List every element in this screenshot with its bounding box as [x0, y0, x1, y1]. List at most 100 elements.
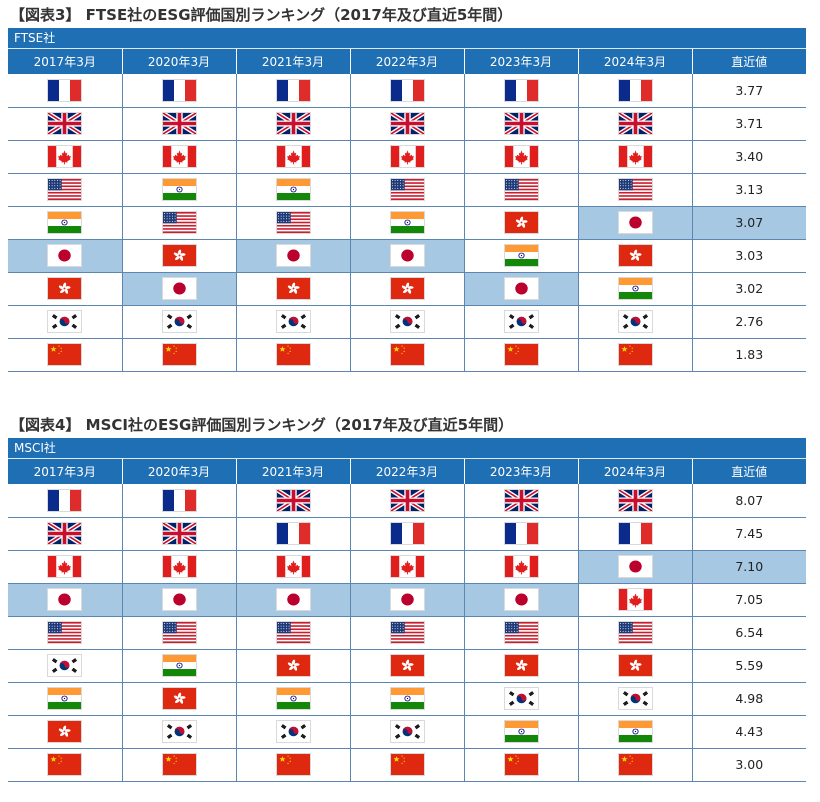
table-row: 6.54	[8, 616, 806, 650]
flag-cell	[350, 517, 465, 551]
flag-cell	[350, 107, 465, 141]
ftse-header-5: 2024年3月	[578, 49, 693, 74]
flag-cell	[236, 715, 351, 749]
flag-cell	[578, 550, 693, 584]
ftse-title: 【図表3】 FTSE社のESG評価国別ランキング（2017年及び直近5年間）	[10, 6, 513, 24]
flag-cell	[464, 206, 579, 240]
flag-cell	[350, 74, 465, 108]
japan-flag-icon	[503, 588, 539, 611]
france-flag-icon	[503, 522, 539, 545]
hongkong-flag-icon	[503, 211, 539, 234]
japan-flag-icon	[47, 244, 83, 267]
korea-flag-icon	[617, 310, 653, 333]
flag-cell	[122, 583, 237, 617]
japan-flag-icon	[161, 588, 197, 611]
france-flag-icon	[161, 78, 197, 102]
uk-flag-icon	[617, 112, 653, 135]
china-flag-icon	[389, 343, 425, 366]
latest-value: 5.59	[692, 649, 806, 683]
china-flag-icon	[161, 753, 197, 776]
flag-cell	[8, 748, 123, 782]
canada-flag-icon	[503, 555, 539, 578]
flag-cell	[350, 272, 465, 306]
latest-value: 7.05	[692, 583, 806, 617]
flag-cell	[350, 484, 465, 518]
canada-flag-icon	[161, 555, 197, 578]
china-flag-icon	[617, 753, 653, 776]
flag-cell	[464, 583, 579, 617]
india-flag-icon	[617, 720, 653, 743]
ftse-header-2: 2021年3月	[236, 49, 351, 74]
flag-cell	[578, 74, 693, 108]
hongkong-flag-icon	[617, 244, 653, 267]
korea-flag-icon	[275, 720, 311, 743]
flag-cell	[122, 107, 237, 141]
usa-flag-icon	[161, 621, 197, 644]
flag-cell	[8, 206, 123, 240]
flag-cell	[236, 206, 351, 240]
flag-cell	[236, 616, 351, 650]
france-flag-icon	[275, 78, 311, 102]
flag-cell	[236, 107, 351, 141]
flag-cell	[350, 140, 465, 174]
flag-cell	[350, 173, 465, 207]
flag-cell	[578, 140, 693, 174]
latest-value: 1.83	[692, 338, 806, 372]
canada-flag-icon	[617, 145, 653, 168]
flag-cell	[350, 550, 465, 584]
japan-flag-icon	[161, 277, 197, 300]
table-row: 3.13	[8, 173, 806, 207]
flag-cell	[578, 107, 693, 141]
france-flag-icon	[161, 488, 197, 512]
flag-cell	[122, 74, 237, 108]
china-flag-icon	[503, 343, 539, 366]
china-flag-icon	[275, 753, 311, 776]
hongkong-flag-icon	[503, 654, 539, 677]
france-flag-icon	[503, 78, 539, 102]
flag-cell	[8, 550, 123, 584]
flag-cell	[236, 550, 351, 584]
msci-header-4: 2023年3月	[464, 459, 579, 484]
flag-cell	[464, 305, 579, 339]
flag-cell	[122, 140, 237, 174]
ftse-ranking-table: 2017年3月 2020年3月 2021年3月 2022年3月 2023年3月 2024年…	[8, 49, 806, 372]
usa-flag-icon	[275, 211, 311, 234]
table-row: 3.07	[8, 206, 806, 240]
flag-cell	[8, 107, 123, 141]
latest-value: 8.07	[692, 484, 806, 518]
latest-value: 7.45	[692, 517, 806, 551]
korea-flag-icon	[161, 720, 197, 743]
india-flag-icon	[161, 654, 197, 677]
flag-cell	[578, 173, 693, 207]
india-flag-icon	[389, 211, 425, 234]
flag-cell	[122, 748, 237, 782]
flag-cell	[8, 517, 123, 551]
table-row: 3.71	[8, 107, 806, 141]
flag-cell	[236, 239, 351, 273]
flag-cell	[8, 583, 123, 617]
table-row: 7.05	[8, 583, 806, 617]
canada-flag-icon	[161, 145, 197, 168]
msci-header-3: 2022年3月	[350, 459, 465, 484]
hongkong-flag-icon	[47, 720, 83, 743]
india-flag-icon	[47, 211, 83, 234]
flag-cell	[236, 517, 351, 551]
usa-flag-icon	[617, 621, 653, 644]
table-row: 8.07	[8, 484, 806, 518]
canada-flag-icon	[275, 555, 311, 578]
usa-flag-icon	[47, 621, 83, 644]
usa-flag-icon	[389, 178, 425, 201]
flag-cell	[350, 616, 465, 650]
flag-cell	[8, 682, 123, 716]
china-flag-icon	[617, 343, 653, 366]
flag-cell	[122, 272, 237, 306]
ftse-header-0: 2017年3月	[8, 49, 123, 74]
ftse-section: 【図表3】 FTSE社のESG評価国別ランキング（2017年及び直近5年間） F…	[8, 2, 806, 372]
msci-header-0: 2017年3月	[8, 459, 123, 484]
flag-cell	[350, 305, 465, 339]
flag-cell	[464, 107, 579, 141]
france-flag-icon	[47, 488, 83, 512]
flag-cell	[578, 239, 693, 273]
flag-cell	[8, 74, 123, 108]
usa-flag-icon	[47, 178, 83, 201]
